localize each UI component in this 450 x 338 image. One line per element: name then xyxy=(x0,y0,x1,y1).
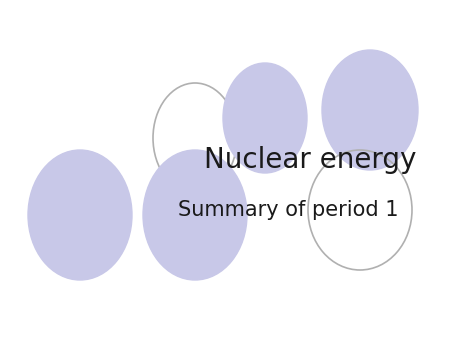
Text: Summary of period 1: Summary of period 1 xyxy=(178,200,398,220)
Ellipse shape xyxy=(143,150,247,280)
Text: Nuclear energy: Nuclear energy xyxy=(204,146,416,174)
Ellipse shape xyxy=(223,63,307,173)
Ellipse shape xyxy=(322,50,418,170)
Ellipse shape xyxy=(28,150,132,280)
